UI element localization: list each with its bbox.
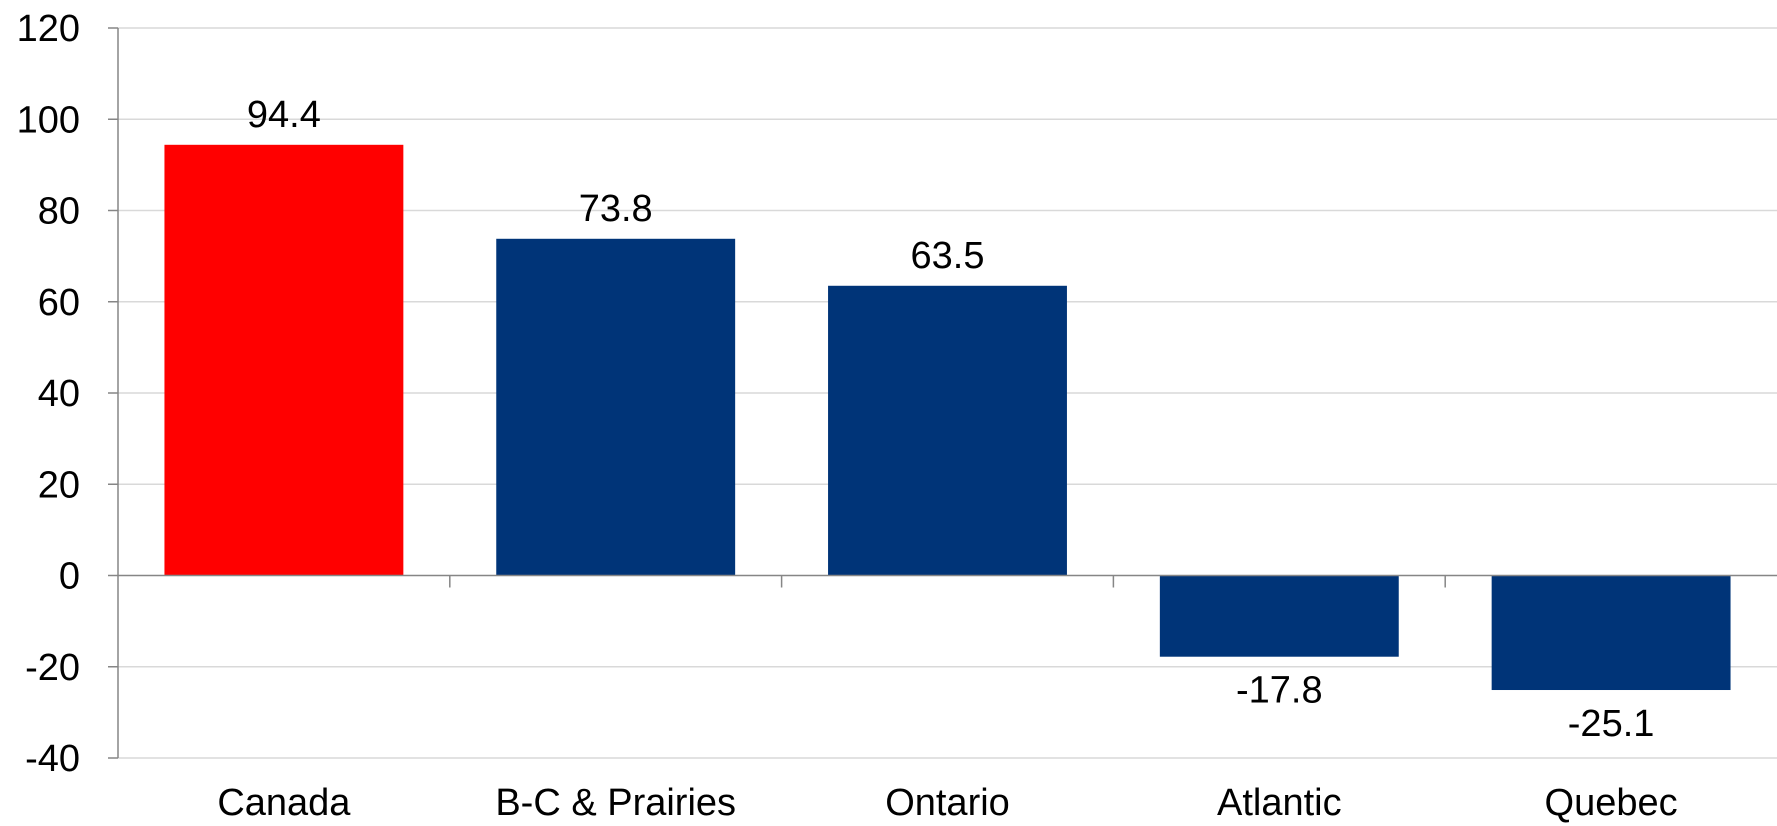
y-tick-labels: 120 100 80 60 40 20 0 -20 -40 <box>17 8 80 780</box>
y-tick-label: 120 <box>17 8 80 50</box>
x-category-label: Ontario <box>885 782 1010 824</box>
y-tick-label: -40 <box>25 738 80 780</box>
data-label: 94.4 <box>247 94 321 136</box>
x-category-label: B-C & Prairies <box>495 782 736 824</box>
y-tick-label: 20 <box>38 464 80 506</box>
axes <box>108 27 1777 759</box>
bar-ontario <box>828 285 1067 576</box>
bar-b-c-prairies <box>496 238 736 576</box>
bar-atlantic <box>1159 575 1399 657</box>
bar-quebec <box>1491 575 1731 691</box>
y-tick-label: -20 <box>25 647 80 689</box>
y-tick-label: 80 <box>38 191 80 233</box>
x-category-label: Atlantic <box>1217 782 1342 824</box>
y-tick-label: 60 <box>38 282 80 324</box>
y-tick-label: 100 <box>17 99 80 141</box>
y-tick-label: 40 <box>38 373 80 415</box>
data-label: 73.8 <box>579 188 653 230</box>
x-category-label: Quebec <box>1545 782 1678 824</box>
bars <box>164 144 1731 691</box>
bar-canada <box>164 144 404 576</box>
data-label: -17.8 <box>1236 670 1323 712</box>
data-label: 63.5 <box>911 235 985 277</box>
x-category-label: Canada <box>217 782 351 824</box>
category-labels: Canada B-C & Prairies Ontario Atlantic Quebe… <box>217 782 1677 824</box>
data-label: -25.1 <box>1568 703 1655 745</box>
y-tick-label: 0 <box>59 556 80 598</box>
data-labels: 94.4 73.8 63.5 -17.8 -25.1 <box>247 94 1654 745</box>
